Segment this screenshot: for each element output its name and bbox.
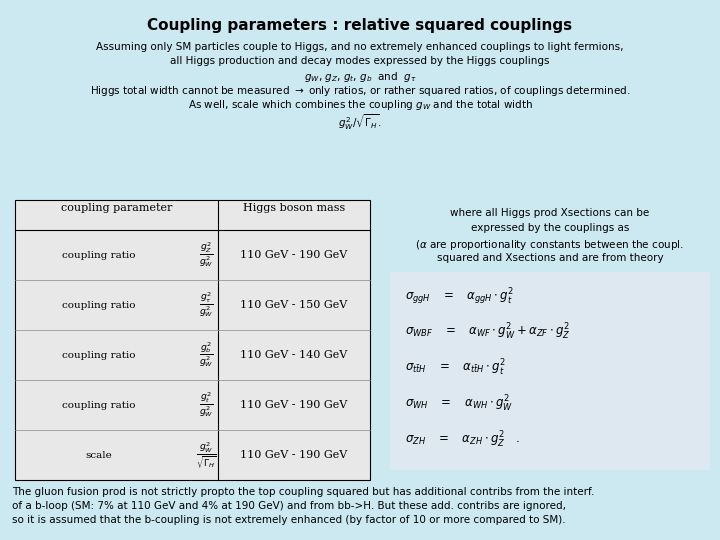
Text: $\frac{g_\tau^2}{g_W^2}$: $\frac{g_\tau^2}{g_W^2}$ bbox=[199, 291, 213, 319]
FancyBboxPatch shape bbox=[390, 272, 710, 470]
Text: The gluon fusion prod is not strictly propto the top coupling squared but has ad: The gluon fusion prod is not strictly pr… bbox=[12, 487, 595, 497]
Text: Higgs total width cannot be measured $\rightarrow$ only ratios, or rather square: Higgs total width cannot be measured $\r… bbox=[90, 84, 630, 98]
Text: ($\alpha$ are proportionality constants between the coupl.: ($\alpha$ are proportionality constants … bbox=[415, 238, 685, 252]
Text: of a b-loop (SM: 7% at 110 GeV and 4% at 190 GeV) and from bb->H. But these add.: of a b-loop (SM: 7% at 110 GeV and 4% at… bbox=[12, 501, 566, 511]
Text: Higgs boson mass: Higgs boson mass bbox=[243, 203, 345, 213]
Text: coupling ratio: coupling ratio bbox=[62, 251, 135, 260]
Text: $\frac{g_t^2}{g_W^2}$: $\frac{g_t^2}{g_W^2}$ bbox=[199, 390, 213, 420]
Text: Assuming only SM particles couple to Higgs, and no extremely enhanced couplings : Assuming only SM particles couple to Hig… bbox=[96, 42, 624, 52]
Text: $\frac{g_b^2}{g_W^2}$: $\frac{g_b^2}{g_W^2}$ bbox=[199, 341, 213, 369]
Text: $\sigma_{WBF} \quad = \quad \alpha_{WF} \cdot g_W^2 + \alpha_{ZF} \cdot g_Z^2$: $\sigma_{WBF} \quad = \quad \alpha_{WF} … bbox=[405, 322, 570, 342]
Text: coupling ratio: coupling ratio bbox=[62, 401, 135, 409]
Text: all Higgs production and decay modes expressed by the Higgs couplings: all Higgs production and decay modes exp… bbox=[170, 56, 550, 66]
Text: coupling parameter: coupling parameter bbox=[60, 203, 172, 213]
Text: $\sigma_{t\bar{t}H} \quad = \quad \alpha_{t\bar{t}H} \cdot g_t^2$: $\sigma_{t\bar{t}H} \quad = \quad \alpha… bbox=[405, 358, 506, 378]
Text: As well, scale which combines the coupling $g_W$ and the total width: As well, scale which combines the coupli… bbox=[187, 98, 533, 112]
Text: coupling ratio: coupling ratio bbox=[62, 300, 135, 309]
Text: 110 GeV - 190 GeV: 110 GeV - 190 GeV bbox=[240, 250, 348, 260]
Text: 110 GeV - 150 GeV: 110 GeV - 150 GeV bbox=[240, 300, 348, 310]
FancyBboxPatch shape bbox=[15, 200, 370, 480]
Text: $\sigma_{WH} \quad = \quad \alpha_{WH} \cdot g_W^2$: $\sigma_{WH} \quad = \quad \alpha_{WH} \… bbox=[405, 394, 513, 414]
Text: so it is assumed that the b-coupling is not extremely enhanced (by factor of 10 : so it is assumed that the b-coupling is … bbox=[12, 515, 566, 525]
Text: expressed by the couplings as: expressed by the couplings as bbox=[471, 223, 629, 233]
Text: $\sigma_{ZH} \quad = \quad \alpha_{ZH} \cdot g_Z^2 \quad .$: $\sigma_{ZH} \quad = \quad \alpha_{ZH} \… bbox=[405, 430, 520, 450]
Text: scale: scale bbox=[85, 450, 112, 460]
Text: where all Higgs prod Xsections can be: where all Higgs prod Xsections can be bbox=[451, 208, 649, 218]
Text: coupling ratio: coupling ratio bbox=[62, 350, 135, 360]
Text: 110 GeV - 190 GeV: 110 GeV - 190 GeV bbox=[240, 400, 348, 410]
Text: Coupling parameters : relative squared couplings: Coupling parameters : relative squared c… bbox=[148, 18, 572, 33]
Text: $g^2_W/\sqrt{\Gamma_H}$.: $g^2_W/\sqrt{\Gamma_H}$. bbox=[338, 112, 382, 132]
Text: $\frac{g_Z^2}{g_W^2}$: $\frac{g_Z^2}{g_W^2}$ bbox=[199, 241, 213, 269]
Text: $\sigma_{ggH}\quad = \quad \alpha_{ggH} \cdot g_t^2$: $\sigma_{ggH}\quad = \quad \alpha_{ggH} … bbox=[405, 286, 514, 307]
Text: $g_W$, $g_Z$, $g_t$, $g_b$  and  $g_\tau$: $g_W$, $g_Z$, $g_t$, $g_b$ and $g_\tau$ bbox=[304, 70, 416, 84]
Text: $\frac{g_W^2}{\sqrt{\Gamma_H}}$: $\frac{g_W^2}{\sqrt{\Gamma_H}}$ bbox=[196, 440, 216, 470]
Text: 110 GeV - 190 GeV: 110 GeV - 190 GeV bbox=[240, 450, 348, 460]
Text: 110 GeV - 140 GeV: 110 GeV - 140 GeV bbox=[240, 350, 348, 360]
Text: squared and Xsections and are from theory: squared and Xsections and are from theor… bbox=[437, 253, 663, 263]
